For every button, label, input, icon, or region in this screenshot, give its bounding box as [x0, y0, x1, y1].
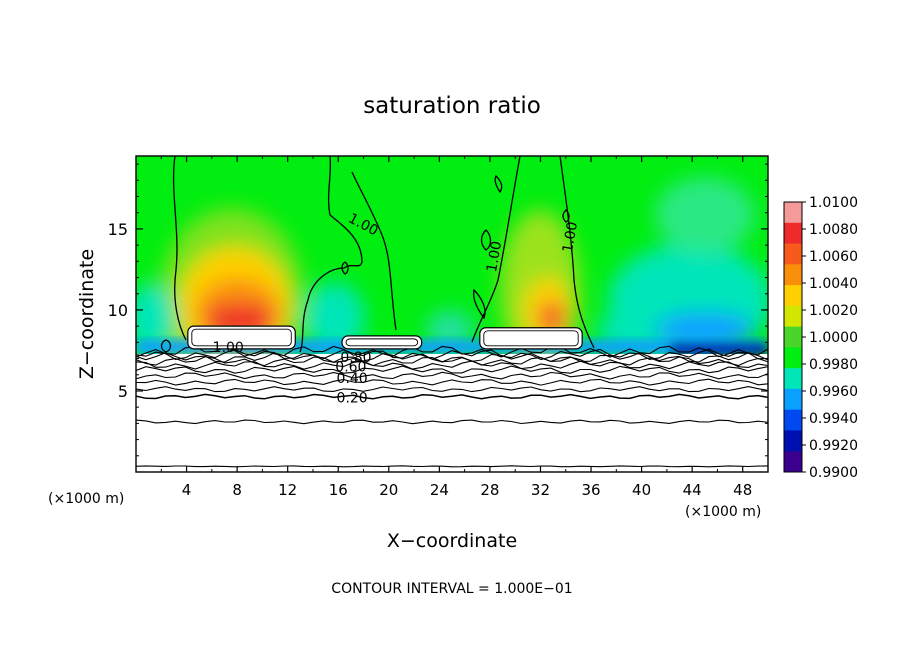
saturated-region [341, 335, 423, 350]
colorbar-label: 1.0100 [809, 195, 858, 211]
saturated-region-inner [345, 338, 419, 347]
y-tick-label: 15 [108, 220, 128, 239]
colorbar-segment [784, 430, 802, 452]
cyan-left-edge [136, 284, 174, 352]
colorbar: 1.0100 1.0080 1.0060 1.0040 1.0020 1.0000 0.99… [783, 195, 858, 481]
contour-curve-1-00 [341, 261, 349, 275]
colorbar-segment [784, 326, 802, 348]
x-tick-label: 48 [733, 481, 752, 499]
colorbar-segment [784, 388, 802, 411]
contour-line [136, 348, 768, 361]
x-unit-right: (×1000 m) [685, 504, 761, 520]
contour-label: 1.00 [213, 340, 244, 356]
contour-curve-1-00 [172, 156, 187, 341]
contour-curve-1-00 [160, 339, 172, 353]
x-tick-label: 40 [632, 481, 651, 499]
colorbar-segment [784, 347, 802, 369]
colorbar-segment [784, 202, 802, 224]
colorbar-segment [784, 368, 802, 390]
contour-label: 0.20 [337, 390, 368, 406]
y-tick-label: 10 [108, 301, 128, 320]
plot-frame [135, 155, 769, 473]
contour-curve-1-00 [351, 171, 397, 331]
contour-label-layer: 1.001.001.001.000.800.600.400.20 [213, 211, 581, 407]
saturated-region-inner [483, 330, 579, 347]
contour-line [136, 378, 768, 386]
x-tick-label: 12 [278, 481, 297, 499]
x-tick-label: 8 [232, 481, 242, 499]
x-tick-label: 28 [480, 481, 499, 499]
contour-line [136, 352, 768, 363]
x-axis-label: X−coordinate [387, 530, 517, 552]
contour-curve-1-00 [472, 288, 486, 320]
colorbar-segment [784, 409, 802, 431]
x-tick-label: 20 [379, 481, 398, 499]
chart-title: saturation ratio [363, 93, 541, 119]
saturated-region [187, 325, 296, 350]
x-unit-left: (×1000 m) [48, 491, 124, 507]
saturated-region-inner [191, 328, 292, 347]
colorbar-label: 1.0060 [809, 249, 858, 265]
heatmap-field: 1.001.001.001.000.800.600.400.20 [136, 156, 768, 472]
x-tick-label: 36 [581, 481, 600, 499]
colorbar-segment [784, 264, 802, 286]
saturated-region [479, 327, 583, 350]
contour-label: 1.00 [484, 240, 505, 273]
colorbar-segment [784, 285, 802, 307]
contour-line [136, 356, 768, 367]
contour-line [136, 360, 768, 370]
plume-right-red [540, 302, 564, 334]
contour-label: 0.40 [337, 371, 368, 387]
colorbar-label: 0.9920 [809, 438, 858, 454]
contour-layer [136, 156, 768, 468]
contour-line [136, 365, 768, 374]
x-tick-label: 44 [683, 481, 702, 499]
contour-curve-1-00 [471, 156, 521, 343]
y-tick-label: 5 [118, 382, 128, 401]
colorbar-segment [784, 222, 802, 245]
contour-line [136, 465, 768, 468]
contour-label: 0.60 [335, 360, 366, 376]
x-tick-label: 24 [430, 481, 449, 499]
blue-right [655, 312, 755, 348]
colorbar-label: 1.0040 [809, 276, 858, 292]
x-tick-label: 16 [329, 481, 348, 499]
contour-curve-1-00 [299, 156, 363, 353]
colorbar-label: 0.9960 [809, 384, 858, 400]
contour-line [136, 345, 768, 358]
x-tick-label: 32 [531, 481, 550, 499]
y-axis-ticks: 5 10 15 [108, 163, 768, 457]
colorbar-segment [784, 451, 802, 473]
y-axis-label: Z−coordinate [76, 249, 98, 379]
contour-label: 0.80 [340, 350, 371, 366]
contour-curve-1-00 [562, 209, 570, 223]
contour-interval-note: CONTOUR INTERVAL = 1.000E−01 [331, 581, 572, 597]
contour-curve-1-00 [494, 174, 503, 194]
colorbar-label: 1.0020 [809, 303, 858, 319]
colorbar-label: 1.0080 [809, 222, 858, 238]
contour-line [136, 386, 768, 393]
contour-label: 1.00 [560, 220, 581, 253]
contour-line [136, 393, 768, 400]
colorbar-segment [784, 305, 802, 328]
contour-line [136, 419, 768, 425]
x-tick-label: 4 [182, 481, 192, 499]
colorbar-label: 1.0000 [809, 330, 858, 346]
contour-curve-1-00 [559, 156, 595, 349]
deep-blue-band [670, 343, 768, 355]
x-axis-ticks: 4 8 12 16 20 24 28 32 36 40 44 48 [160, 156, 752, 499]
cyan-top-right [655, 177, 755, 253]
colorbar-label: 0.9900 [809, 465, 858, 481]
colorbar-label: 0.9940 [809, 411, 858, 427]
contour-line [136, 371, 768, 380]
contour-curve-1-00 [480, 229, 492, 251]
colorbar-segment [784, 243, 802, 265]
colorbar-label: 0.9980 [809, 357, 858, 373]
